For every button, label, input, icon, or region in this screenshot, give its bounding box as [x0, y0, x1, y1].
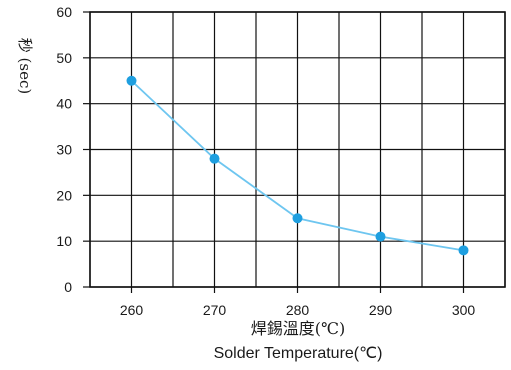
x-axis-label-en: Solder Temperature(℃)	[214, 345, 383, 362]
data-point	[126, 75, 137, 86]
grid	[89, 11, 506, 288]
data-point	[458, 245, 469, 256]
y-tick-labels: 0 10 20 30 40 50 60	[56, 4, 90, 295]
x-tick-label: 260	[120, 302, 144, 318]
series	[126, 75, 469, 256]
data-point	[375, 231, 386, 242]
y-tick-label: 40	[56, 96, 72, 112]
y-tick-label: 60	[56, 4, 72, 20]
y-tick-label: 50	[56, 50, 72, 66]
x-tick-labels: 260 270 280 290 300	[120, 287, 476, 318]
x-axis-label-cn: 焊錫溫度(℃)	[251, 319, 345, 338]
x-tick-label: 280	[286, 302, 310, 318]
y-tick-label: 20	[56, 187, 72, 203]
y-axis-label: 秒 (sec)	[16, 38, 34, 94]
data-point	[209, 153, 220, 164]
y-tick-label: 30	[56, 142, 72, 158]
data-point	[292, 213, 303, 224]
x-tick-label: 300	[452, 302, 476, 318]
x-tick-label: 270	[203, 302, 227, 318]
y-tick-label: 0	[64, 279, 72, 295]
y-tick-label: 10	[56, 233, 72, 249]
x-tick-label: 290	[369, 302, 393, 318]
